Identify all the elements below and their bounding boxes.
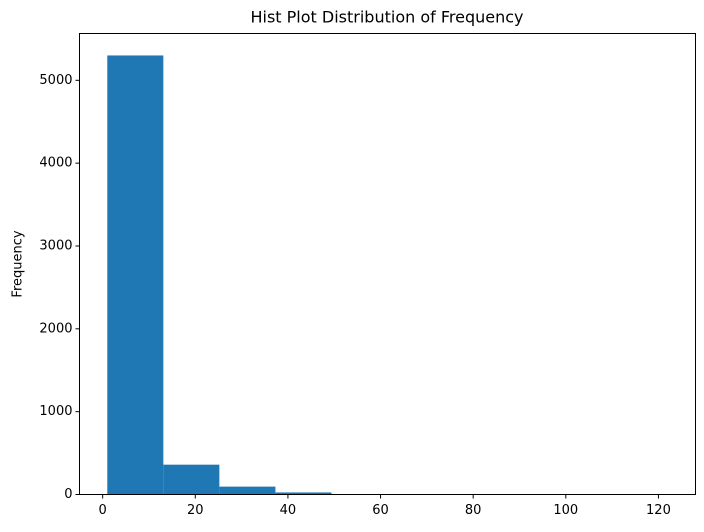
x-tick-label: 20 xyxy=(187,503,204,518)
bar xyxy=(163,465,219,495)
bar xyxy=(219,487,275,495)
x-tick-label: 120 xyxy=(646,503,671,518)
y-axis-label: Frequency xyxy=(11,230,26,297)
x-tick-label: 60 xyxy=(372,503,389,518)
y-tick-label: 4000 xyxy=(39,156,72,171)
axes-frame xyxy=(80,34,696,495)
chart-title: Hist Plot Distribution of Frequency xyxy=(250,8,523,27)
x-tick-label: 0 xyxy=(99,503,107,518)
x-tick-label: 40 xyxy=(280,503,297,518)
y-tick-label: 3000 xyxy=(39,238,72,253)
x-tick-label: 100 xyxy=(553,503,578,518)
x-tick-label: 80 xyxy=(465,503,482,518)
y-tick-label: 1000 xyxy=(39,404,72,419)
plot-area xyxy=(107,55,667,494)
y-tick-label: 2000 xyxy=(39,321,72,336)
bar xyxy=(107,55,163,494)
y-tick-label: 0 xyxy=(64,487,72,502)
y-tick-label: 5000 xyxy=(39,73,72,88)
